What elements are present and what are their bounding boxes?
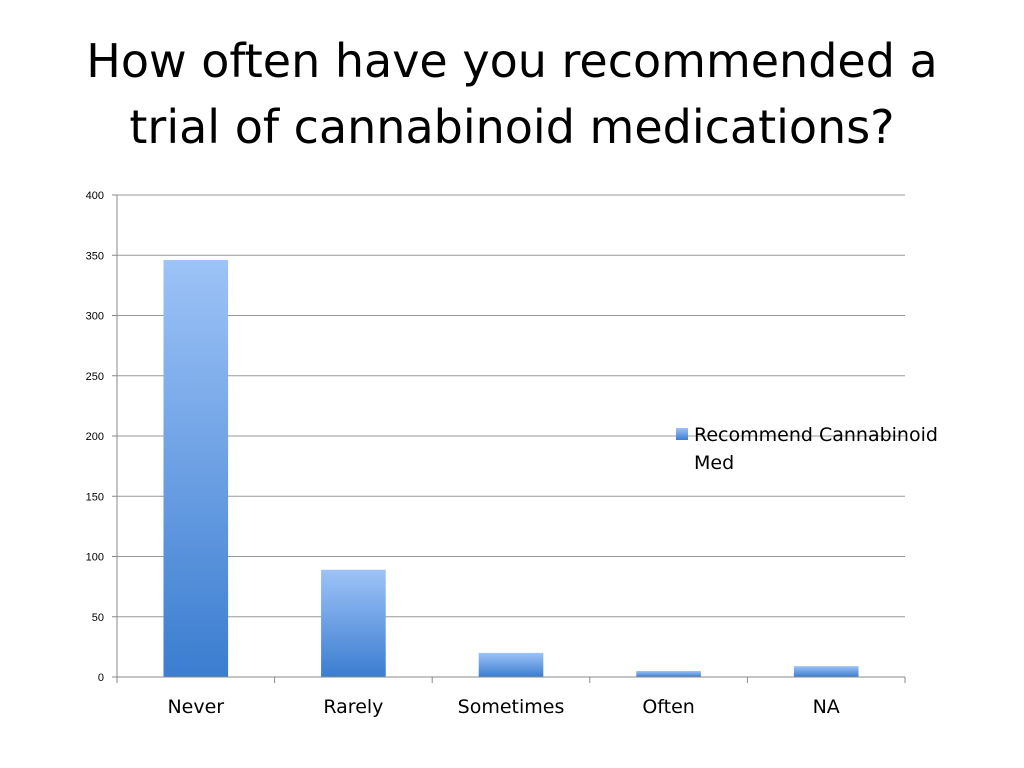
gridlines — [117, 194, 905, 678]
x-category-label: Never — [167, 696, 224, 718]
y-tick-label: 400 — [86, 190, 104, 202]
y-tick-label: 50 — [92, 612, 104, 624]
y-tick-label: 350 — [86, 250, 104, 262]
x-category-label: NA — [813, 696, 840, 718]
legend-label-line-2: Med — [694, 452, 734, 474]
y-tick-label: 100 — [86, 552, 104, 564]
x-category-label: Rarely — [323, 696, 383, 718]
bar-sometimes — [478, 652, 544, 677]
y-tick-label: 250 — [86, 371, 104, 383]
legend: Recommend Cannabinoid Med — [676, 424, 938, 474]
axes — [112, 194, 906, 683]
x-category-label: Often — [642, 696, 695, 718]
tick-labels: 0 50 100 150 200 250 300 350 400 Never Rarely Somet… — [86, 190, 840, 718]
y-tick-label: 0 — [98, 672, 104, 684]
y-tick-label: 300 — [86, 311, 104, 323]
slide-title: How often have you recommended a trial o… — [60, 28, 964, 160]
legend-label-line-1: Recommend Cannabinoid — [694, 424, 938, 446]
bar-na — [793, 666, 859, 677]
title-line-1: How often have you recommended a — [86, 34, 938, 88]
y-tick-label: 150 — [86, 491, 104, 503]
bars — [163, 260, 859, 677]
title-line-2: trial of cannabinoid medications? — [129, 100, 895, 154]
bar-often — [636, 670, 701, 677]
bar-rarely — [321, 569, 386, 677]
bar-never — [163, 260, 229, 677]
x-category-label: Sometimes — [458, 696, 565, 718]
legend-swatch — [676, 428, 688, 440]
y-tick-label: 200 — [86, 431, 104, 443]
